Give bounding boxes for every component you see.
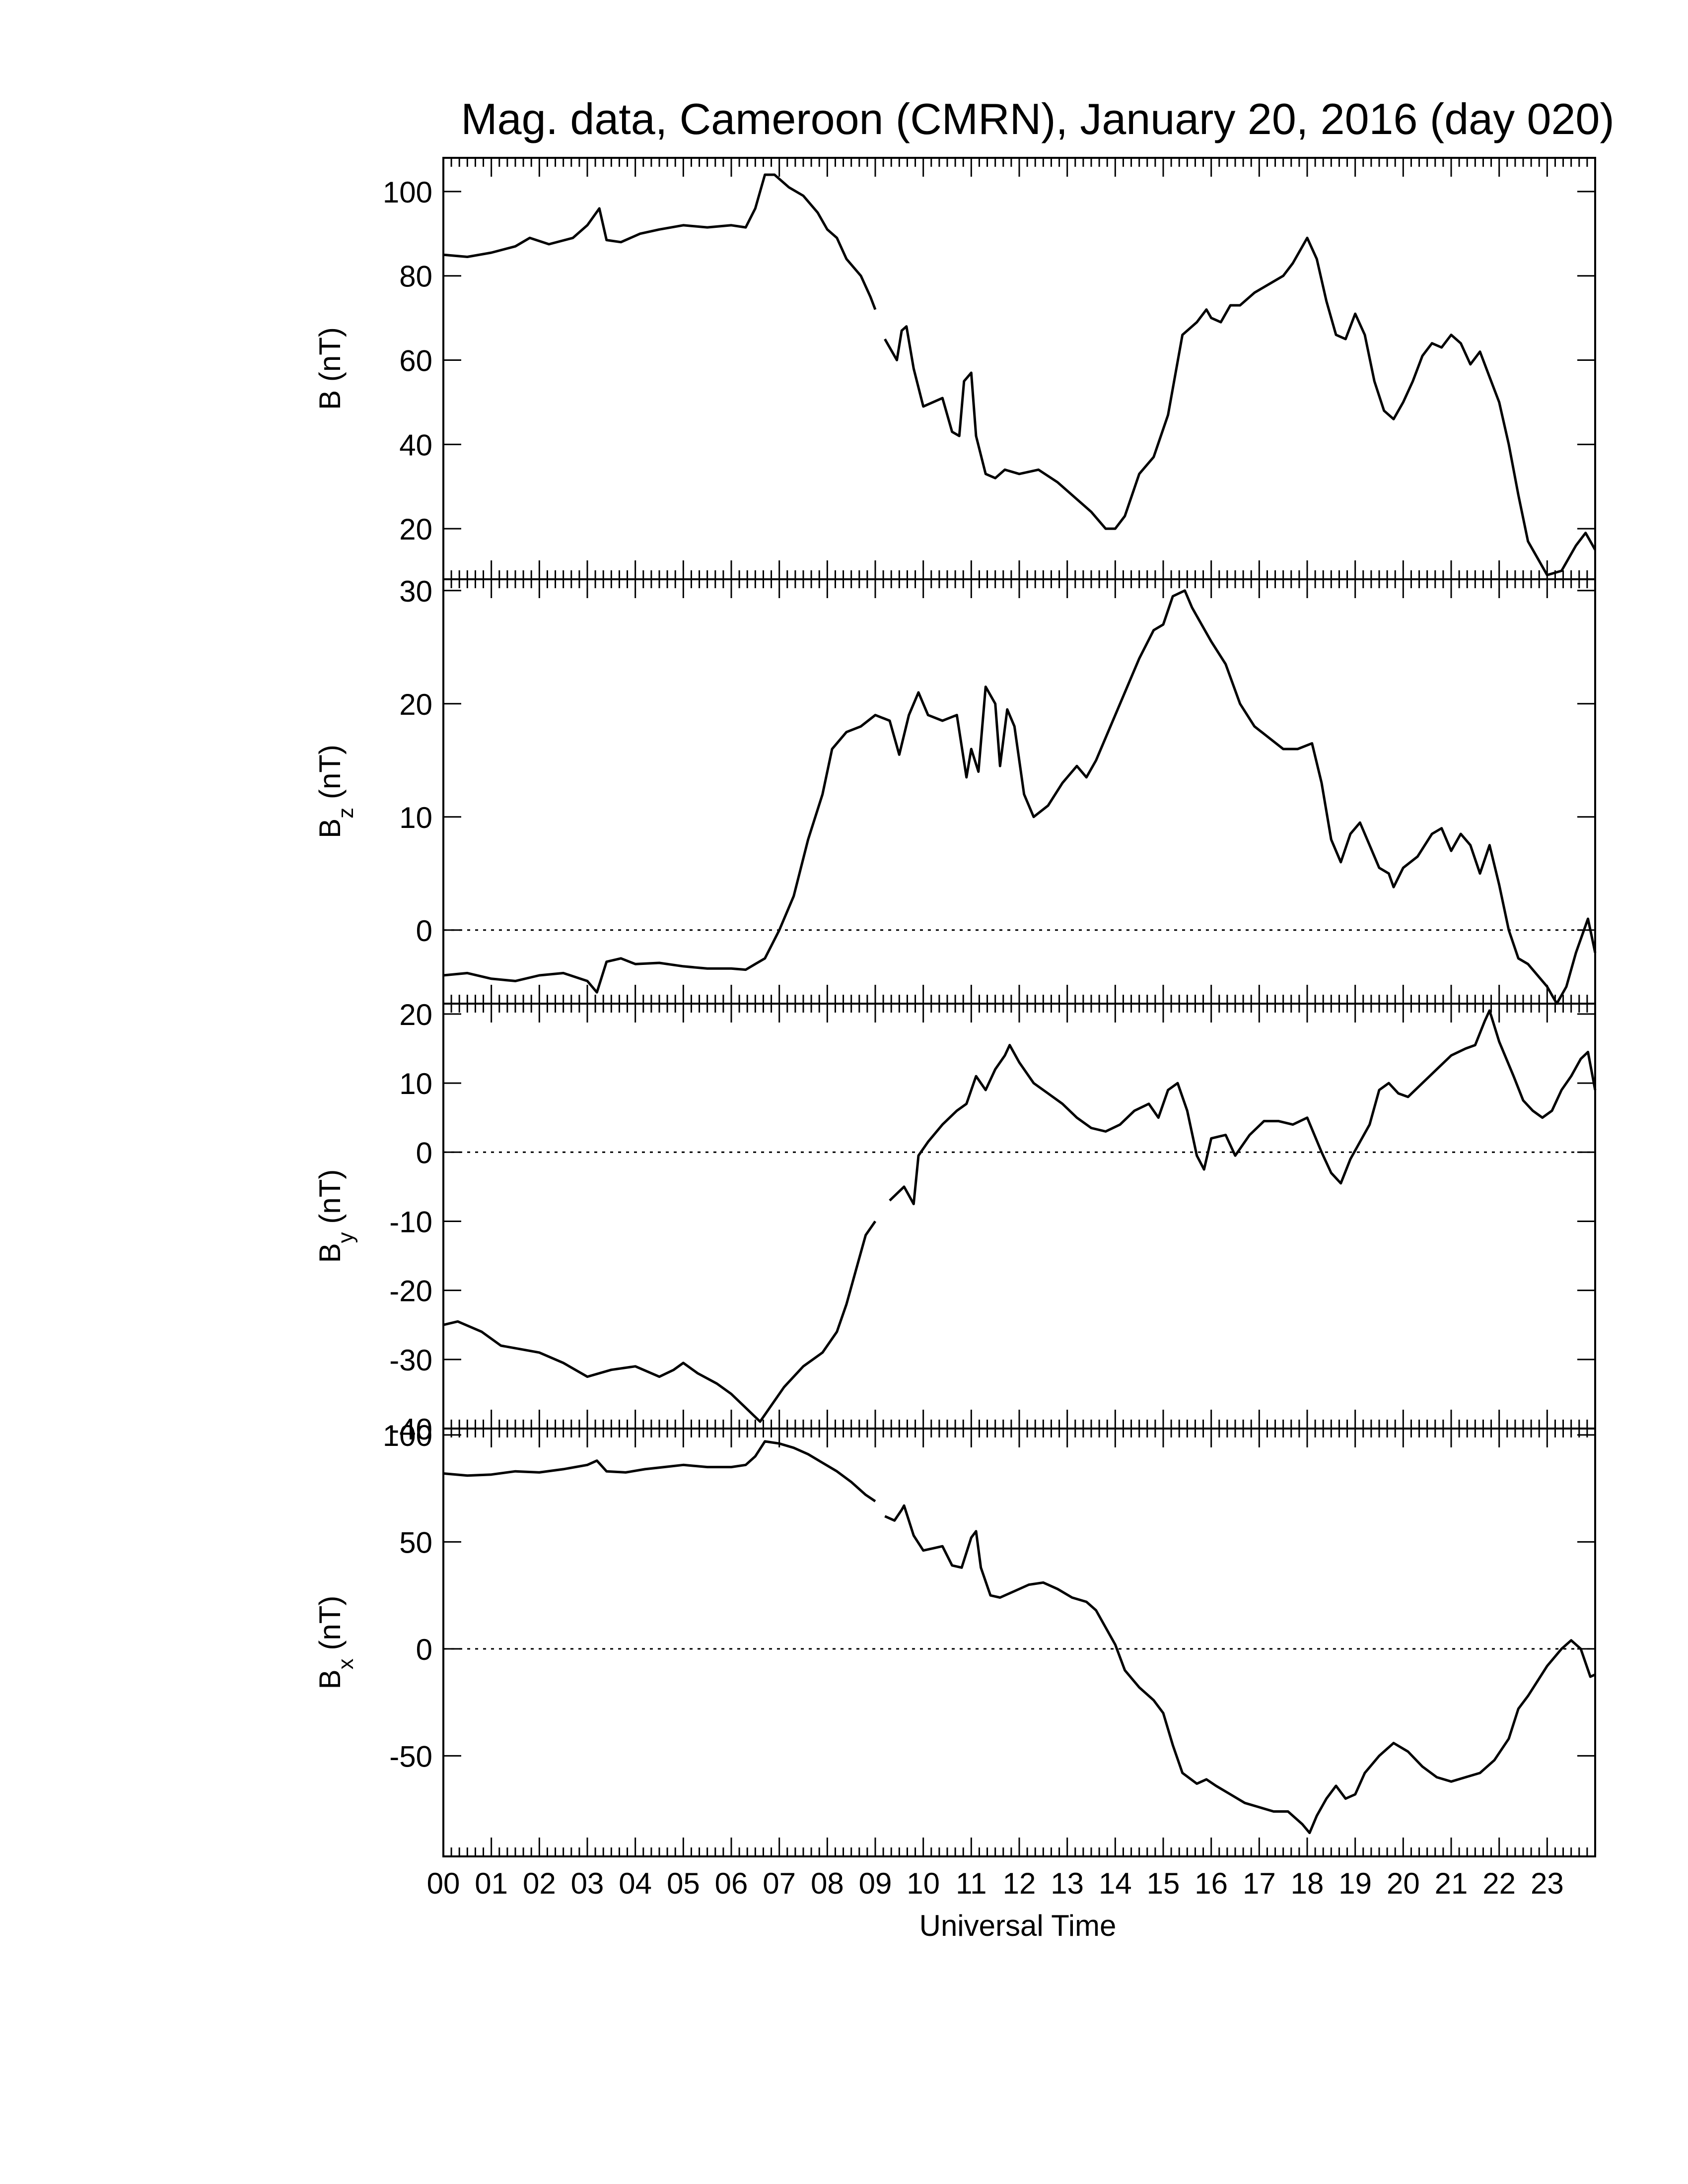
y-tick-label-Bz: 30 <box>399 575 432 608</box>
x-tick-label: 14 <box>1099 1867 1132 1900</box>
y-tick-label-Bz: 20 <box>399 688 432 721</box>
x-tick-label: 18 <box>1291 1867 1324 1900</box>
y-axis-label-By: By (nT) <box>313 1169 358 1263</box>
y-tick-label-Bx: 50 <box>399 1526 432 1559</box>
trace-Bx-segment-2 <box>884 1504 1596 1835</box>
trace-Bx-segment-1 <box>443 1440 876 1502</box>
x-tick-label: 05 <box>667 1867 700 1900</box>
x-tick-label: 12 <box>1003 1867 1036 1900</box>
panel-Bz: 30 20 10 0 Bz (nT) <box>313 575 1597 1005</box>
panel-Bx: 100 50 0 -50 Bx (nT) <box>313 1419 1596 1857</box>
x-tick-label: 11 <box>956 1867 986 1900</box>
x-tick-label: 07 <box>763 1867 796 1900</box>
x-tick-label: 13 <box>1051 1867 1084 1900</box>
y-tick-label-By: 20 <box>399 998 432 1031</box>
y-axis-label-sub-Bz: z <box>334 808 358 819</box>
y-axis-label-sub-By: y <box>334 1232 358 1243</box>
frame-Bx <box>442 1428 1596 1857</box>
chart-title: Mag. data, Cameroon (CMRN), January 20, … <box>461 94 1614 143</box>
x-tick-label: 10 <box>907 1867 940 1900</box>
y-tick-label-By: -30 <box>389 1344 432 1377</box>
y-tick-label-B: 80 <box>399 260 432 293</box>
y-tick-label-By: -20 <box>389 1275 432 1308</box>
x-tick-label: 21 <box>1435 1867 1468 1900</box>
panel-By: 20 10 0 -10 -20 -30 -40 By (nT) <box>313 998 1597 1446</box>
y-tick-label-B: 40 <box>399 428 432 462</box>
y-axis-label-Bx: Bx (nT) <box>313 1596 358 1690</box>
y-axis-label-unit-Bx: (nT) <box>313 1596 347 1659</box>
y-axis-label-unit-By: (nT) <box>313 1169 347 1232</box>
y-tick-label-Bx: 0 <box>416 1633 432 1666</box>
x-tick-label: 17 <box>1243 1867 1276 1900</box>
trace-Bz-segment-1 <box>443 589 1597 1005</box>
trace-B-segment-1 <box>443 173 877 310</box>
x-tick-label: 16 <box>1195 1867 1228 1900</box>
x-tick-label: 03 <box>571 1867 604 1900</box>
y-axis-label-main-Bx: B <box>313 1669 347 1689</box>
x-tick-label: 02 <box>523 1867 556 1900</box>
x-tick-label: 19 <box>1338 1867 1372 1900</box>
x-tick-label: 00 <box>427 1867 460 1900</box>
frame-B <box>442 157 1596 580</box>
x-tick-label: 23 <box>1531 1867 1564 1900</box>
y-axis-label-unit-Bz: (nT) <box>313 745 347 808</box>
trace-By-segment-2 <box>889 1009 1597 1206</box>
y-axis-label-unit-B: (nT) <box>313 327 347 390</box>
y-tick-label-By: 0 <box>416 1136 432 1169</box>
y-tick-label-By: 10 <box>399 1067 432 1100</box>
x-tick-label: 06 <box>715 1867 748 1900</box>
y-tick-label-Bz: 0 <box>416 914 432 948</box>
x-tick-label: 09 <box>859 1867 892 1900</box>
x-tick-label: 15 <box>1147 1867 1180 1900</box>
x-tick-label: 04 <box>619 1867 652 1900</box>
y-tick-label-By: -40 <box>389 1413 432 1446</box>
y-tick-label-B: 20 <box>399 513 432 546</box>
y-tick-label-B: 100 <box>383 176 432 209</box>
trace-B-segment-2 <box>884 236 1597 576</box>
y-axis-label-B: B (nT) <box>313 327 347 410</box>
y-tick-label-Bz: 10 <box>399 801 432 834</box>
y-axis-label-Bz: Bz (nT) <box>313 745 358 838</box>
y-axis-label-main-Bz: B <box>313 819 347 838</box>
x-tick-label: 22 <box>1482 1867 1516 1900</box>
frame-By <box>442 1003 1596 1430</box>
y-axis-label-main-B: B <box>313 390 347 410</box>
frame-Bz <box>442 578 1596 1005</box>
x-tick-label: 20 <box>1387 1867 1420 1900</box>
y-tick-label-By: -10 <box>389 1205 432 1238</box>
x-tick-label: 01 <box>475 1867 508 1900</box>
x-axis-tick-labels: 00 01 02 03 04 05 06 07 08 09 10 11 12 13 14 15 16 17 18 19… <box>427 1867 1564 1900</box>
panel-B: 100 80 60 40 20 B (nT) <box>313 157 1597 580</box>
x-axis-label: Universal Time <box>919 1909 1117 1942</box>
y-axis-label-sub-Bx: x <box>334 1658 358 1669</box>
trace-By-segment-1 <box>443 1220 877 1423</box>
y-axis-label-main-By: B <box>313 1243 347 1263</box>
y-tick-label-Bx: 100 <box>383 1419 432 1452</box>
y-tick-label-B: 60 <box>399 344 432 378</box>
y-tick-label-Bx: -50 <box>389 1740 432 1773</box>
x-tick-label: 08 <box>811 1867 844 1900</box>
